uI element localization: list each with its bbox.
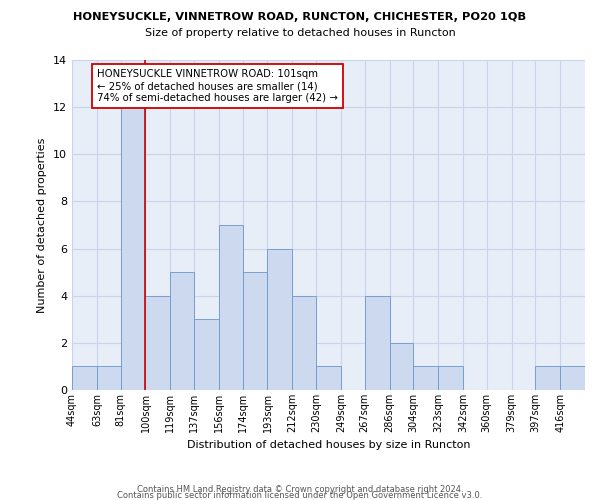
Text: Contains HM Land Registry data © Crown copyright and database right 2024.: Contains HM Land Registry data © Crown c… [137, 484, 463, 494]
Bar [194, 320, 219, 390]
Text: HONEYSUCKLE, VINNETROW ROAD, RUNCTON, CHICHESTER, PO20 1QB: HONEYSUCKLE, VINNETROW ROAD, RUNCTON, CH… [73, 12, 527, 22]
Bar [389, 343, 413, 390]
Text: HONEYSUCKLE VINNETROW ROAD: 101sqm
← 25% of detached houses are smaller (14)
74%: HONEYSUCKLE VINNETROW ROAD: 101sqm ← 25%… [97, 70, 338, 102]
Text: Contains public sector information licensed under the Open Government Licence v3: Contains public sector information licen… [118, 491, 482, 500]
Bar [560, 366, 585, 390]
Bar [242, 272, 268, 390]
Bar [145, 296, 170, 390]
Bar [535, 366, 560, 390]
Y-axis label: Number of detached properties: Number of detached properties [37, 138, 47, 312]
Text: Size of property relative to detached houses in Runcton: Size of property relative to detached ho… [145, 28, 455, 38]
X-axis label: Distribution of detached houses by size in Runcton: Distribution of detached houses by size … [187, 440, 470, 450]
Bar [438, 366, 463, 390]
Bar [316, 366, 341, 390]
Bar [268, 248, 292, 390]
Bar [97, 366, 121, 390]
Bar [219, 225, 242, 390]
Bar [292, 296, 316, 390]
Bar [72, 366, 97, 390]
Bar [121, 107, 145, 390]
Bar [170, 272, 194, 390]
Bar [413, 366, 438, 390]
Bar [365, 296, 389, 390]
